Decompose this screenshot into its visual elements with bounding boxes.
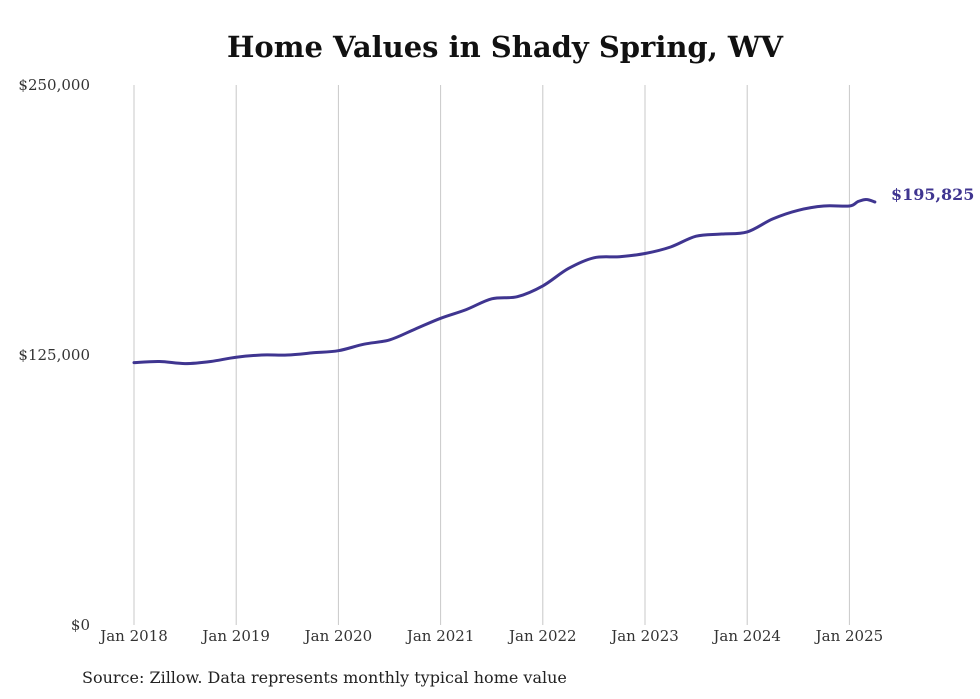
y-tick-label-2: $250,000 [18, 76, 90, 94]
x-tick-label-0: Jan 2018 [98, 627, 168, 645]
y-axis-tick-labels: $0 $125,000 $250,000 [18, 76, 90, 634]
end-value-label: $195,825 [891, 185, 975, 204]
x-tick-label-4: Jan 2022 [507, 627, 577, 645]
x-tick-label-5: Jan 2023 [609, 627, 679, 645]
y-tick-label-1: $125,000 [18, 346, 90, 364]
x-tick-label-2: Jan 2020 [303, 627, 373, 645]
x-tick-label-7: Jan 2025 [814, 627, 884, 645]
y-tick-label-0: $0 [71, 616, 90, 634]
x-axis-tick-labels: Jan 2018 Jan 2019 Jan 2020 Jan 2021 Jan 2022… [98, 627, 883, 645]
x-tick-label-1: Jan 2019 [200, 627, 270, 645]
series-lines [132, 198, 877, 366]
x-tick-label-3: Jan 2021 [405, 627, 475, 645]
gridlines [133, 85, 850, 625]
series-line-0 [132, 198, 877, 366]
source-note: Source: Zillow. Data represents monthly … [82, 668, 567, 687]
x-tick-label-6: Jan 2024 [711, 627, 781, 645]
chart-title: Home Values in Shady Spring, WV [227, 30, 783, 64]
